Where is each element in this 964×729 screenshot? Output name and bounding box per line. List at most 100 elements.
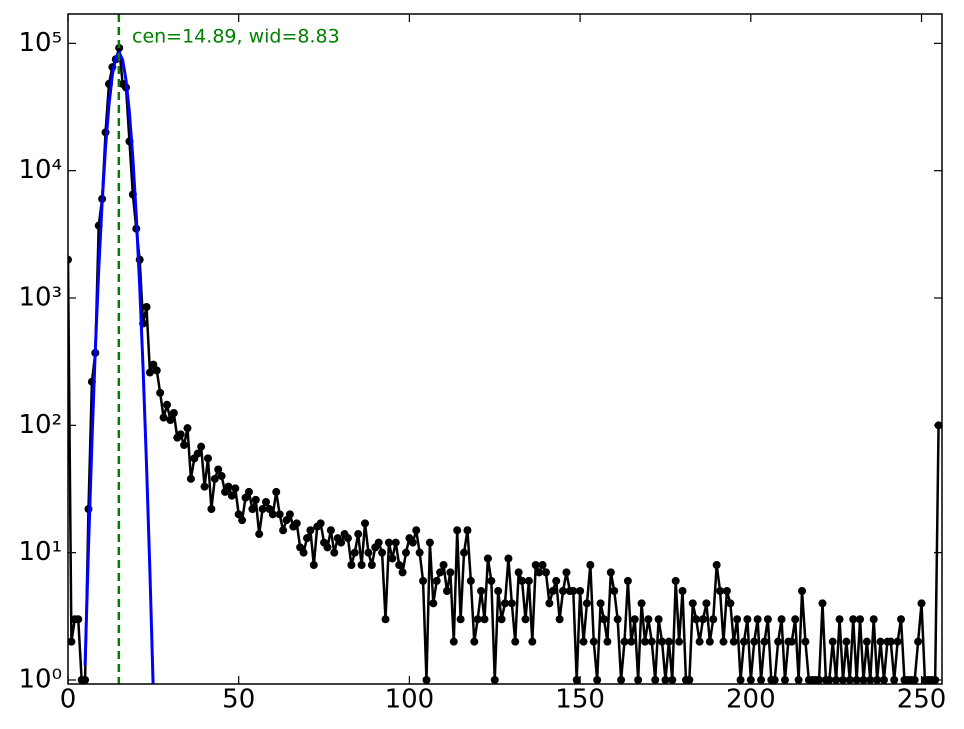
data-point <box>248 505 257 514</box>
data-point <box>579 637 588 646</box>
data-point <box>753 615 762 624</box>
data-point <box>777 615 786 624</box>
data-point <box>835 615 844 624</box>
data-point <box>897 615 906 624</box>
data-point <box>449 637 458 646</box>
data-point <box>354 530 363 539</box>
data-point <box>593 675 602 684</box>
data-point <box>483 554 492 563</box>
data-point <box>487 576 496 585</box>
data-point <box>640 637 649 646</box>
data-point <box>285 510 294 519</box>
data-point <box>634 675 643 684</box>
data-point <box>736 675 745 684</box>
data-point <box>210 474 219 483</box>
data-point <box>842 637 851 646</box>
data-point <box>268 510 277 519</box>
data-point <box>876 637 885 646</box>
data-point <box>142 302 151 311</box>
data-point <box>169 408 178 417</box>
data-point <box>528 637 537 646</box>
data-point <box>702 599 711 608</box>
data-point <box>408 538 417 547</box>
data-point <box>531 560 540 569</box>
data-point <box>569 586 578 595</box>
data-point <box>207 505 216 514</box>
data-point <box>306 526 315 535</box>
data-point <box>572 675 581 684</box>
data-point <box>750 637 759 646</box>
data-point <box>186 474 195 483</box>
data-point <box>299 548 308 557</box>
data-point <box>238 516 247 525</box>
data-point <box>763 615 772 624</box>
y-tick-label: 10⁵ <box>18 28 62 58</box>
data-point <box>705 637 714 646</box>
data-point <box>350 548 359 557</box>
data-point <box>367 560 376 569</box>
data-point <box>398 568 407 577</box>
data-point <box>255 530 264 539</box>
data-point <box>787 637 796 646</box>
data-point <box>292 519 301 528</box>
data-point <box>726 599 735 608</box>
data-point <box>68 255 72 264</box>
data-point <box>668 675 677 684</box>
data-point <box>419 576 428 585</box>
data-point <box>760 637 769 646</box>
data-point <box>770 675 779 684</box>
data-point <box>722 586 731 595</box>
data-point <box>470 637 479 646</box>
x-tick-label: 50 <box>222 685 255 715</box>
x-tick-label: 0 <box>60 685 77 715</box>
data-point <box>279 526 288 535</box>
data-point <box>910 675 919 684</box>
x-tick-label: 200 <box>726 685 776 715</box>
data-point <box>600 615 609 624</box>
data-point <box>347 560 356 569</box>
data-point <box>309 560 318 569</box>
data-point <box>596 599 605 608</box>
data-point <box>815 675 824 684</box>
data-point <box>828 637 837 646</box>
y-tick-label: 10⁴ <box>18 155 62 185</box>
data-point <box>791 615 800 624</box>
data-point <box>695 637 704 646</box>
data-point <box>757 675 766 684</box>
data-point <box>361 519 370 528</box>
data-point <box>576 586 585 595</box>
data-point <box>675 637 684 646</box>
data-point <box>651 675 660 684</box>
data-point <box>733 615 742 624</box>
data-point <box>699 615 708 624</box>
y-tick-label: 10³ <box>18 283 62 313</box>
data-point <box>323 543 332 552</box>
data-point <box>627 637 636 646</box>
data-point <box>849 615 858 624</box>
data-point <box>552 576 561 585</box>
data-point <box>217 471 226 480</box>
data-point <box>395 560 404 569</box>
data-point <box>497 615 506 624</box>
data-point <box>845 675 854 684</box>
y-tick-label: 10⁰ <box>18 664 62 694</box>
data-point <box>852 675 861 684</box>
data-point <box>453 526 462 535</box>
data-point <box>869 615 878 624</box>
data-point <box>224 482 233 491</box>
data-point <box>374 538 383 547</box>
data-point <box>832 675 841 684</box>
data-point <box>630 615 639 624</box>
data-point <box>548 586 557 595</box>
data-point <box>866 675 875 684</box>
data-point <box>637 599 646 608</box>
data-point <box>859 675 868 684</box>
data-point <box>541 568 550 577</box>
data-point <box>658 637 667 646</box>
data-point <box>879 675 888 684</box>
data-point <box>381 615 390 624</box>
data-point <box>442 586 451 595</box>
data-point <box>214 465 223 474</box>
data-point <box>401 548 410 557</box>
data-point <box>282 516 291 525</box>
